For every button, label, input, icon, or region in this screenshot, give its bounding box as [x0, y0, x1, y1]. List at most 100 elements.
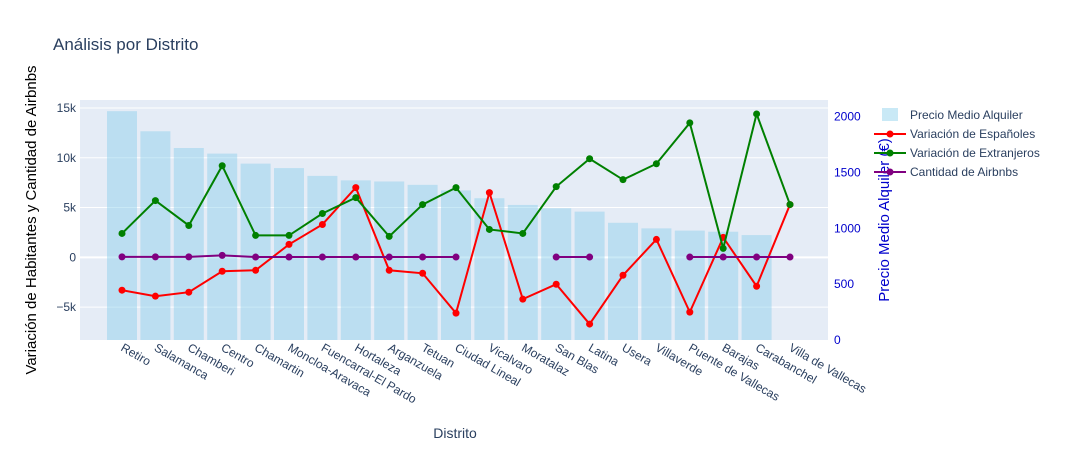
bar [674, 230, 705, 340]
bar [374, 181, 405, 340]
right-tick-label: 500 [834, 277, 854, 291]
line-series [118, 110, 794, 328]
series-point [318, 210, 326, 218]
left-tick-label: 15k [57, 101, 77, 115]
series-point [753, 110, 761, 118]
series-point [552, 253, 560, 261]
series-point [686, 308, 694, 316]
series-point [519, 295, 527, 303]
right-tick-label: 0 [834, 333, 841, 347]
series-point [719, 253, 727, 261]
bar [474, 198, 505, 340]
series-point [452, 309, 460, 317]
left-tick-label: 5k [63, 201, 77, 215]
bar [608, 222, 638, 340]
series-point [552, 280, 560, 288]
right-axis-title: Precio Medio Alquiler (€) [876, 138, 893, 301]
series-point [452, 184, 460, 192]
series-point [552, 183, 560, 191]
series-point [151, 253, 159, 261]
series-point [452, 253, 460, 261]
right-axis-ticks: 0 500 1000 1500 2000 [834, 110, 861, 347]
series-point [218, 162, 226, 170]
bar [574, 211, 605, 340]
series-point [419, 201, 427, 209]
series-point [318, 253, 326, 261]
bar [173, 148, 204, 340]
series-point [753, 253, 761, 261]
bar [140, 131, 171, 340]
legend-swatch-marker [886, 168, 894, 176]
series-point [586, 320, 594, 328]
legend-label: Variación de Españoles [910, 127, 1035, 141]
x-tick-label: Usera [620, 340, 655, 368]
series-point [151, 292, 159, 300]
bar [107, 111, 137, 341]
series-point [686, 253, 694, 261]
right-tick-label: 2000 [834, 110, 861, 124]
legend-swatch-bar [882, 108, 898, 121]
series-point [652, 235, 660, 243]
series-point [485, 225, 493, 233]
x-tick-label: Retiro [119, 340, 154, 368]
series-point [753, 282, 761, 290]
series-point [786, 201, 794, 209]
series-point [118, 286, 126, 294]
left-tick-label: −5k [56, 300, 77, 314]
series-point [218, 267, 226, 275]
series-point [252, 253, 260, 261]
legend-label: Cantidad de Airbnbs [910, 165, 1018, 179]
legend: Precio Medio Alquiler Variación de Españo… [874, 108, 1040, 179]
right-tick-label: 1000 [834, 221, 861, 235]
series-point [352, 253, 360, 261]
series-point [419, 269, 427, 277]
series-point [118, 253, 126, 261]
right-tick-label: 1500 [834, 166, 861, 180]
series-point [285, 253, 293, 261]
series-point [252, 231, 260, 239]
series-point [485, 189, 493, 197]
series-point [285, 240, 293, 248]
bar [407, 184, 438, 340]
series-point [586, 253, 594, 261]
series-point [385, 232, 393, 240]
legend-label: Variación de Extranjeros [910, 146, 1040, 160]
legend-swatch-marker [886, 130, 894, 138]
series-point [385, 253, 393, 261]
chart-title: Análisis por Distrito [53, 35, 199, 54]
series-point [318, 220, 326, 228]
bar [641, 228, 672, 340]
x-axis-ticks: RetiroSalamancaChamberiCentroChamartinMo… [119, 340, 869, 406]
bar [207, 153, 238, 340]
series-point [385, 266, 393, 274]
series-point [285, 231, 293, 239]
series-point [719, 244, 727, 252]
left-axis-ticks: −5k 0 5k 10k 15k [56, 101, 77, 314]
series-point [185, 221, 193, 229]
series-point [786, 253, 794, 261]
series-point [252, 266, 260, 274]
series-point [419, 253, 427, 261]
bar [441, 190, 471, 340]
x-axis-title: Distrito [433, 425, 477, 441]
left-tick-label: 0 [69, 250, 76, 264]
series-point [352, 194, 360, 202]
left-tick-label: 10k [57, 151, 77, 165]
series-point [185, 253, 193, 261]
plot-area [80, 100, 828, 340]
left-axis-title: Variación de Habitantes y Cantidad de Ai… [23, 65, 40, 374]
series-point [619, 176, 627, 184]
series-point [352, 184, 360, 192]
series-point [619, 271, 627, 279]
legend-swatch-marker [886, 149, 894, 157]
series-point [686, 119, 694, 127]
bar [507, 204, 538, 340]
series-point [652, 160, 660, 168]
series-point [519, 229, 527, 237]
series-point [185, 288, 193, 296]
series-point [151, 197, 159, 205]
bar [240, 163, 271, 340]
legend-label: Precio Medio Alquiler [910, 108, 1023, 122]
bar [541, 208, 572, 340]
